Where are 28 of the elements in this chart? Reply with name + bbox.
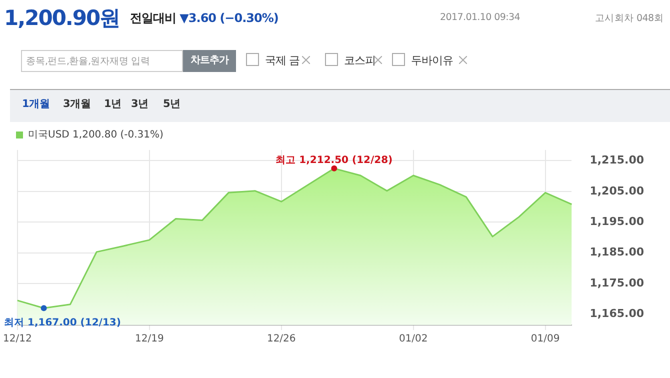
y-tick-label: 1,175.00 — [590, 276, 644, 290]
annotation: 최고 1,212.50 (12/28) — [276, 155, 393, 166]
text: 고시회차 048회 — [595, 12, 664, 25]
x-tick-label: 12/26 — [266, 334, 296, 345]
annotation: 최저 1,167.00 (12/13) — [4, 318, 121, 329]
text: 두바이유 — [411, 53, 453, 68]
x-tick-label: 12/19 — [134, 334, 164, 345]
text: 코스피 — [344, 53, 376, 68]
x-tick-label: 12/12 — [2, 334, 32, 345]
chart-subtitle: 전일대비 ▼3.60 (−0.30%) — [130, 11, 278, 25]
search-field: 종목,펀드,환율,원자재명 입력 — [21, 50, 183, 72]
legend-label: 미국USD 1,200.80 (-0.31%) — [28, 130, 164, 141]
text: 5년 — [163, 97, 180, 111]
y-tick-label: 1,215.00 — [590, 154, 644, 167]
y-tick-label: 1,165.00 — [590, 307, 644, 320]
x-tick-label: 01/02 — [398, 334, 428, 345]
y-tick-label: 1,205.00 — [590, 184, 644, 198]
y-tick-label: 1,185.00 — [590, 246, 644, 259]
text: 1개월 — [22, 97, 50, 111]
text: 2017.01.10 09:34 — [440, 12, 520, 23]
text: 차트추가 — [183, 50, 236, 72]
x-tick-label: 01/09 — [530, 334, 560, 345]
text: 1년 — [104, 97, 122, 111]
chart-title: 1,200.90원 — [4, 5, 120, 32]
text: 국제 금 — [265, 53, 300, 68]
text: 3년 — [131, 97, 148, 111]
text: 3개월 — [63, 97, 91, 111]
y-tick-label: 1,195.00 — [590, 215, 644, 228]
